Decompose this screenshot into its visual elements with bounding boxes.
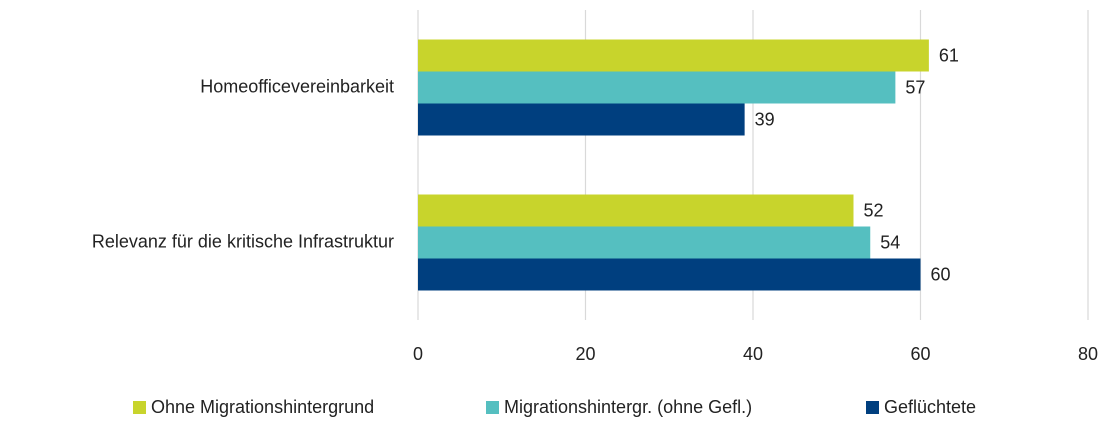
x-tick-label: 40 [743,344,763,364]
category-label: Relevanz für die kritische Infrastruktur [92,231,394,251]
value-label: 54 [880,232,900,252]
value-label: 39 [755,109,775,129]
legend-swatch [133,401,146,414]
legend-swatch [866,401,879,414]
x-tick-label: 0 [413,344,423,364]
legend-label: Ohne Migrationshintergrund [151,397,374,417]
legend-swatch [486,401,499,414]
x-tick-label: 80 [1078,344,1098,364]
legend-label: Geflüchtete [884,397,976,417]
legend-label: Migrationshintergr. (ohne Gefl.) [504,397,752,417]
bar [418,39,929,72]
value-label: 61 [939,45,959,65]
value-label: 52 [864,200,884,220]
x-tick-label: 60 [910,344,930,364]
bar [418,258,921,291]
bar [418,226,871,259]
category-label: Homeofficevereinbarkeit [200,76,394,96]
bar [418,71,896,104]
x-tick-label: 20 [575,344,595,364]
bar [418,194,854,227]
value-label: 57 [905,77,925,97]
bar [418,103,745,136]
value-label: 60 [931,264,951,284]
